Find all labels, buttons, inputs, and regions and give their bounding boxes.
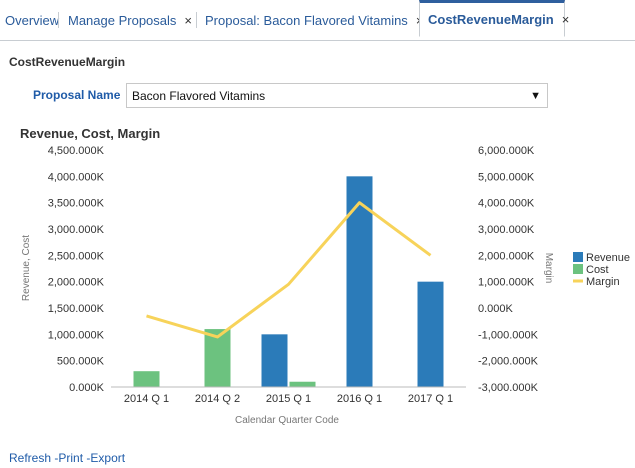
proposal-name-label: Proposal Name [33, 88, 121, 102]
close-icon[interactable]: × [561, 12, 570, 27]
export-link[interactable]: Export [90, 451, 126, 465]
y-tick-label: 1,000.000K [48, 329, 105, 341]
x-tick-label: 2016 Q 1 [337, 393, 382, 405]
x-tick-label: 2014 Q 1 [124, 393, 169, 405]
y2-tick-label: -1,000.000K [478, 329, 539, 341]
tab-strip: Overview Manage Proposals × Proposal: Ba… [0, 0, 635, 41]
legend-label-margin: Margin [586, 276, 620, 288]
tab-proposal-bacon-label: Proposal: Bacon Flavored Vitamins [205, 12, 408, 28]
refresh-link[interactable]: Refresh [9, 451, 52, 465]
tab-overview[interactable]: Overview [5, 0, 59, 40]
footer-links: Refresh -Print -Export [9, 451, 125, 465]
tab-manage-proposals-label: Manage Proposals [68, 12, 177, 28]
y-tick-label: 1,500.000K [48, 303, 105, 315]
x-tick-label: 2015 Q 1 [266, 393, 311, 405]
y-tick-label: 4,500.000K [48, 145, 105, 157]
legend-swatch-cost [573, 264, 583, 274]
proposal-name-value: Bacon Flavored Vitamins [132, 88, 266, 103]
x-axis-title: Calendar Quarter Code [235, 415, 339, 426]
y2-tick-label: -2,000.000K [478, 356, 539, 368]
y2-tick-label: 6,000.000K [478, 145, 535, 157]
cost-bar [204, 329, 231, 387]
y-tick-label: 0.000K [69, 382, 105, 394]
y-tick-label: 3,000.000K [48, 224, 105, 236]
y2-tick-label: 4,000.000K [478, 198, 535, 210]
y-tick-label: 2,000.000K [48, 277, 105, 289]
cost-bar [133, 371, 160, 387]
dropdown-arrow-icon[interactable]: ▼ [530, 90, 541, 102]
separator: - [54, 451, 59, 465]
y-tick-label: 2,500.000K [48, 250, 105, 262]
y2-tick-label: 0.000K [478, 303, 514, 315]
legend-label-revenue: Revenue [586, 252, 630, 264]
page-title: CostRevenueMargin [9, 55, 126, 69]
y2-tick-label: -3,000.000K [478, 382, 539, 394]
close-icon[interactable]: × [184, 12, 192, 28]
y2-tick-label: 5,000.000K [478, 171, 535, 183]
y-tick-label: 3,500.000K [48, 198, 105, 210]
tab-cost-revenue-margin[interactable]: CostRevenueMargin × [419, 0, 569, 37]
y-axis-title: Revenue, Cost [21, 235, 32, 301]
proposal-name-select[interactable]: Bacon Flavored Vitamins ▼ [126, 83, 548, 108]
tab-manage-proposals[interactable]: Manage Proposals × [68, 0, 192, 40]
legend-label-cost: Cost [586, 264, 609, 276]
y2-tick-label: 1,000.000K [478, 277, 535, 289]
tab-divider [58, 12, 59, 28]
x-tick-label: 2017 Q 1 [408, 393, 453, 405]
tab-cost-revenue-margin-label: CostRevenueMargin [428, 12, 554, 27]
revenue-bar [261, 334, 288, 387]
tab-divider [196, 12, 197, 28]
y-tick-label: 500.000K [57, 356, 105, 368]
legend-swatch-revenue [573, 252, 583, 262]
chart-title: Revenue, Cost, Margin [20, 126, 161, 141]
tab-overview-label: Overview [5, 12, 60, 28]
print-link[interactable]: Print [58, 451, 84, 465]
revenue-bar [417, 281, 444, 387]
y2-tick-label: 2,000.000K [478, 250, 535, 262]
margin-line [146, 201, 432, 339]
y2-tick-label: 3,000.000K [478, 224, 535, 236]
y-tick-label: 4,000.000K [48, 171, 105, 183]
separator: - [86, 451, 91, 465]
y2-axis-title: Margin [543, 253, 554, 284]
x-tick-label: 2014 Q 2 [195, 393, 240, 405]
cost-bar [289, 381, 316, 387]
